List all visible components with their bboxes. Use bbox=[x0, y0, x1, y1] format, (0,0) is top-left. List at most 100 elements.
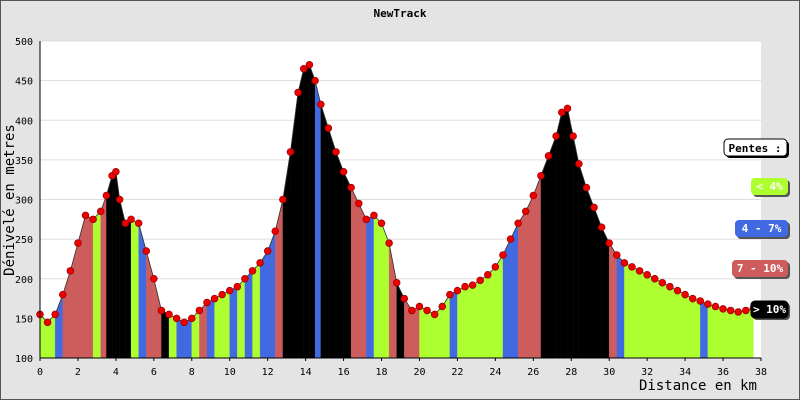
data-point bbox=[423, 306, 431, 315]
y-tick-label: 150 bbox=[15, 314, 33, 325]
slope-segment bbox=[100, 195, 107, 359]
data-point bbox=[681, 290, 689, 299]
data-point bbox=[305, 61, 314, 69]
slope-segment bbox=[237, 278, 246, 359]
slope-segment bbox=[487, 266, 496, 359]
slope-segment bbox=[738, 310, 746, 359]
data-point bbox=[279, 195, 287, 204]
data-point bbox=[225, 286, 234, 295]
data-point bbox=[332, 148, 340, 156]
legend-swatch bbox=[732, 260, 788, 277]
data-point bbox=[74, 239, 82, 247]
slope-segment bbox=[555, 112, 562, 359]
data-point bbox=[134, 219, 143, 228]
data-point bbox=[263, 247, 272, 255]
slope-segment bbox=[662, 282, 671, 359]
slope-segment bbox=[540, 155, 549, 359]
data-point bbox=[400, 294, 409, 303]
data-point bbox=[256, 259, 264, 267]
slope-segment bbox=[457, 286, 466, 359]
data-point bbox=[688, 294, 697, 303]
chart-title: NewTrack bbox=[374, 7, 427, 20]
slope-segment bbox=[335, 151, 344, 359]
data-point bbox=[438, 302, 446, 311]
data-point bbox=[468, 281, 477, 289]
slope-segment bbox=[111, 171, 117, 359]
slope-segment bbox=[669, 286, 678, 359]
x-tick-label: 10 bbox=[224, 367, 236, 378]
slope-segment bbox=[692, 298, 701, 359]
y-tick-label: 500 bbox=[15, 37, 33, 48]
data-point bbox=[347, 183, 355, 192]
y-tick-label: 350 bbox=[15, 156, 33, 167]
data-point bbox=[142, 247, 151, 255]
slope-segment bbox=[206, 298, 215, 359]
slope-segments bbox=[39, 64, 754, 359]
data-point bbox=[666, 282, 674, 291]
x-tick-label: 18 bbox=[376, 367, 388, 378]
data-point bbox=[311, 76, 319, 85]
data-point bbox=[339, 168, 348, 176]
data-point bbox=[188, 314, 196, 323]
data-point bbox=[317, 100, 325, 109]
data-point bbox=[620, 259, 629, 267]
data-point bbox=[734, 308, 742, 316]
data-point bbox=[453, 286, 462, 295]
data-point bbox=[430, 310, 439, 319]
data-point bbox=[484, 271, 492, 279]
data-point bbox=[696, 297, 705, 305]
legend-swatch bbox=[751, 178, 788, 195]
slope-segment bbox=[411, 306, 420, 359]
x-tick-labels: 0 2 4 6 8 10 12 14 16 18 20 22 24 26 28 30 32 34 36 38 bbox=[37, 358, 767, 378]
x-tick-label: 26 bbox=[527, 367, 539, 378]
x-axis-label: Distance en km bbox=[639, 378, 757, 394]
data-point bbox=[491, 263, 500, 271]
data-point bbox=[726, 306, 735, 315]
data-point bbox=[172, 314, 181, 323]
data-point bbox=[385, 239, 393, 247]
y-tick-label: 250 bbox=[15, 235, 33, 246]
slope-segment bbox=[567, 108, 574, 359]
data-point bbox=[218, 290, 226, 299]
data-point bbox=[650, 275, 659, 283]
slope-segment bbox=[700, 300, 709, 359]
slope-segment bbox=[586, 187, 595, 359]
data-point bbox=[370, 211, 378, 220]
data-point bbox=[195, 306, 204, 315]
data-point bbox=[569, 132, 577, 140]
slope-segment bbox=[309, 64, 316, 359]
slope-legend: Pentes : < 4% 4 - 7% 7 - 10% > 10% bbox=[723, 138, 790, 320]
data-point bbox=[643, 271, 651, 279]
slope-segment bbox=[533, 175, 542, 359]
slope-segment bbox=[517, 210, 526, 359]
data-point bbox=[241, 275, 249, 283]
data-point bbox=[635, 267, 644, 275]
slope-segment bbox=[548, 136, 557, 359]
data-point bbox=[558, 108, 566, 117]
data-point bbox=[476, 276, 484, 285]
data-point bbox=[415, 302, 424, 311]
data-point bbox=[446, 290, 454, 299]
slope-segment bbox=[92, 211, 101, 359]
legend-label: 7 - 10% bbox=[737, 262, 784, 275]
slope-segment bbox=[684, 294, 693, 359]
data-point bbox=[43, 318, 52, 327]
x-tick-label: 20 bbox=[413, 367, 425, 378]
slope-segment bbox=[601, 227, 610, 359]
data-point bbox=[89, 215, 97, 224]
y-tick-labels: 100 150 200 250 300 350 400 450 500 bbox=[15, 37, 33, 365]
y-tick-label: 450 bbox=[15, 77, 33, 88]
y-tick-label: 100 bbox=[15, 354, 33, 365]
data-point bbox=[529, 191, 538, 200]
slope-segment bbox=[297, 68, 304, 359]
legend-label: > 10% bbox=[753, 303, 786, 316]
slope-segment bbox=[647, 274, 655, 359]
x-tick-label: 4 bbox=[113, 367, 119, 378]
slope-segment bbox=[244, 270, 253, 359]
data-point bbox=[233, 282, 242, 291]
x-tick-label: 38 bbox=[755, 367, 767, 378]
data-point bbox=[96, 207, 105, 216]
data-point bbox=[719, 305, 727, 313]
slope-segment bbox=[525, 195, 534, 359]
